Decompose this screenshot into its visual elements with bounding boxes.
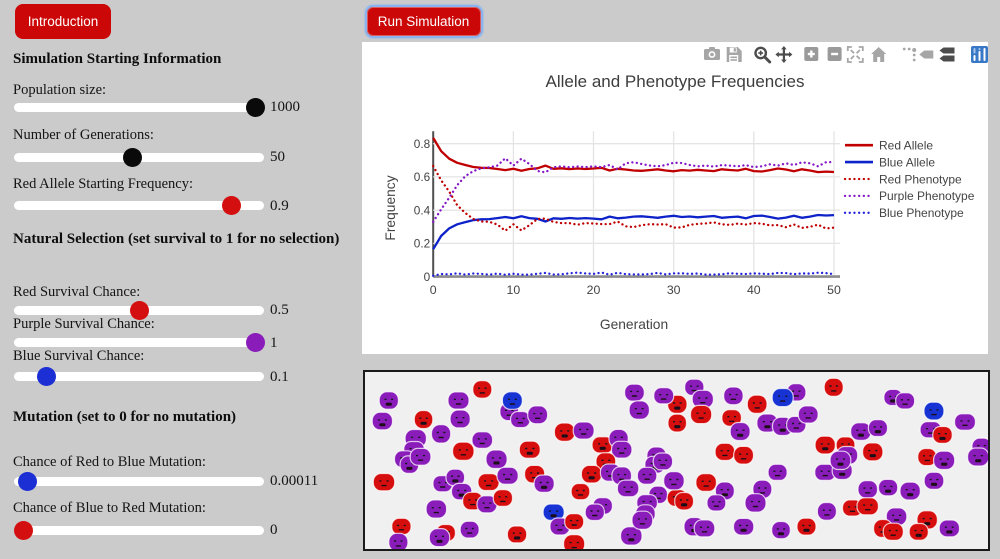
svg-text:Red Allele: Red Allele xyxy=(879,139,933,153)
svg-text:20: 20 xyxy=(587,283,601,297)
svg-text:Purple Phenotype: Purple Phenotype xyxy=(879,189,975,203)
svg-text:50: 50 xyxy=(827,283,841,297)
svg-text:30: 30 xyxy=(667,283,681,297)
svg-text:Blue Phenotype: Blue Phenotype xyxy=(879,206,964,220)
svg-text:0: 0 xyxy=(424,270,431,284)
svg-text:0.8: 0.8 xyxy=(414,137,431,151)
svg-text:Generation: Generation xyxy=(600,317,668,332)
svg-text:10: 10 xyxy=(507,283,521,297)
svg-text:0.2: 0.2 xyxy=(414,237,430,251)
svg-text:Red Phenotype: Red Phenotype xyxy=(879,172,962,186)
svg-text:0: 0 xyxy=(430,283,437,297)
svg-text:0.6: 0.6 xyxy=(414,170,431,184)
svg-text:Blue Allele: Blue Allele xyxy=(879,155,935,169)
svg-text:Allele and Phenotype Frequenci: Allele and Phenotype Frequencies xyxy=(546,72,805,91)
svg-text:Frequency: Frequency xyxy=(383,175,398,240)
svg-text:0.4: 0.4 xyxy=(414,203,431,217)
svg-text:40: 40 xyxy=(747,283,761,297)
